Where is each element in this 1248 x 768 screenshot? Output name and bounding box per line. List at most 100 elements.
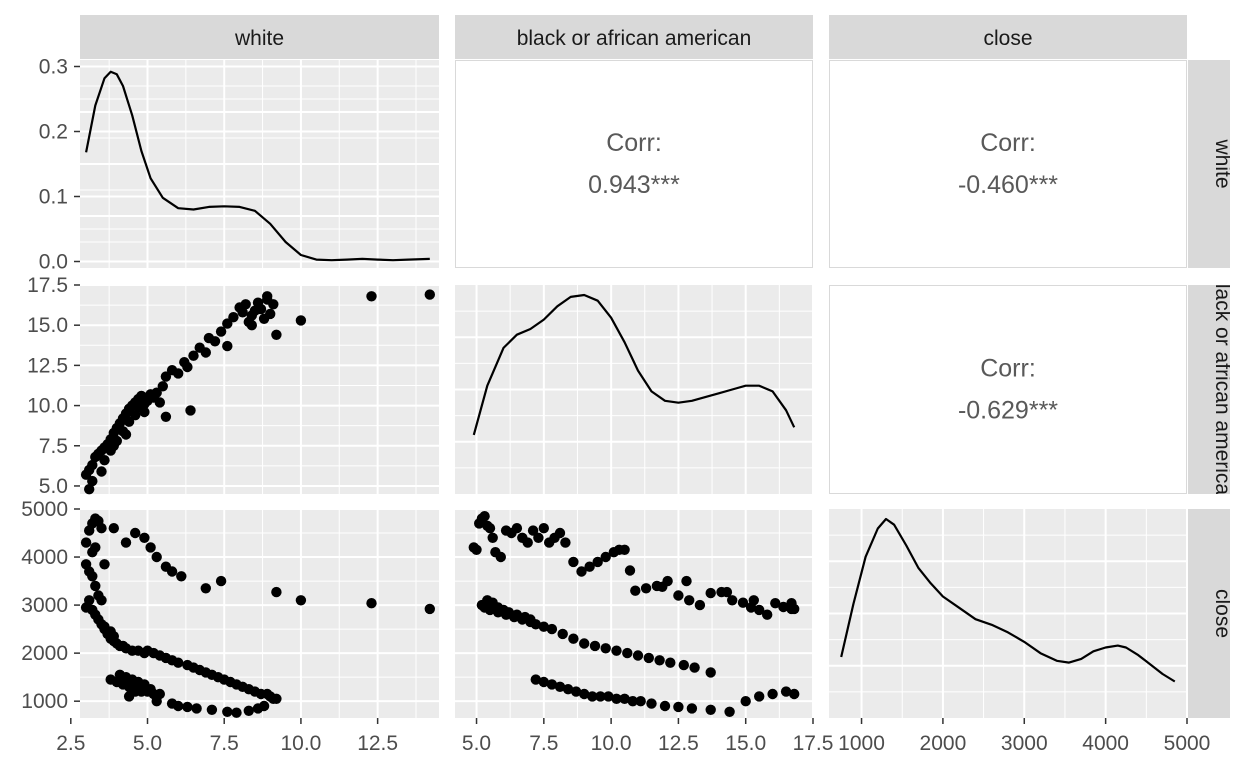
point [262, 291, 273, 302]
point [657, 581, 668, 592]
strip-top-label-0: white [234, 27, 284, 50]
point [243, 705, 254, 716]
point [240, 299, 251, 310]
corr-label: Corr: [606, 129, 662, 157]
panel-r2-c1 [455, 508, 814, 718]
strip-top-1: black or african american [455, 15, 813, 59]
point [778, 601, 789, 613]
point [246, 320, 257, 331]
x-tick-label: 17.5 [793, 732, 834, 755]
point [595, 691, 606, 702]
y-tick-label: 5.0 [39, 475, 68, 498]
point [130, 527, 141, 539]
point [228, 312, 239, 323]
y-tick-label: 10.0 [27, 395, 68, 418]
point [495, 551, 506, 563]
point [789, 688, 800, 700]
scatter-black_vs_white [80, 289, 435, 495]
point [592, 556, 603, 568]
point [737, 597, 749, 608]
y-tick-label: 0.3 [39, 56, 68, 79]
point [484, 604, 496, 616]
point [160, 411, 172, 422]
panel-r2-c2 [829, 509, 1188, 718]
y-axis-1: 5.0 7.5 10.0 12.5 15.0 17.5 [27, 274, 80, 498]
point [200, 583, 211, 594]
point [600, 551, 611, 563]
point [479, 511, 490, 522]
point [96, 595, 107, 606]
point [554, 681, 566, 692]
point [789, 603, 800, 615]
scatter-close_vs_black [468, 511, 800, 717]
point [673, 590, 684, 601]
point [533, 532, 544, 543]
point [740, 696, 751, 707]
density-line-white_density [85, 70, 430, 262]
x-axis-2: 1000 2000 3000 4000 5000 [838, 718, 1210, 755]
point [568, 633, 579, 644]
point [84, 595, 95, 606]
point [530, 619, 541, 630]
point [484, 523, 496, 534]
point [424, 289, 435, 300]
strip-right-label-0: white [1211, 138, 1234, 188]
point [182, 701, 193, 713]
point [640, 583, 652, 594]
corr-value-corr_black_close: -0.629*** [958, 397, 1058, 425]
density-line-black_density [472, 293, 796, 436]
point [643, 652, 654, 664]
point [87, 547, 98, 558]
point [185, 405, 196, 416]
point [589, 640, 601, 652]
panel-r1-c0 [80, 284, 439, 494]
point [754, 604, 765, 616]
point [678, 659, 689, 671]
point [176, 571, 187, 582]
point [90, 580, 101, 592]
density-line-close_density [840, 517, 1176, 683]
point [215, 575, 227, 587]
point [268, 299, 279, 310]
point [108, 440, 120, 451]
point [265, 308, 276, 320]
point [222, 340, 233, 352]
point [271, 693, 282, 704]
point [500, 609, 512, 620]
x-axis-1: 5.0 7.5 10.0 12.5 15.0 17.5 [462, 718, 834, 755]
point [689, 662, 700, 673]
point [84, 484, 95, 495]
corr-value-corr_white_close: -0.460*** [958, 171, 1058, 199]
corr-label: Corr: [980, 129, 1036, 157]
point [686, 703, 698, 714]
corr-label: Corr: [980, 355, 1036, 383]
point [587, 691, 598, 702]
strip-right-1: black or african american [1188, 285, 1230, 494]
point [157, 381, 168, 392]
point [632, 650, 644, 661]
panel-r0-c2 [829, 60, 1187, 268]
x-tick-label: 5.0 [462, 732, 491, 755]
y-tick-label: 4000 [21, 546, 68, 569]
point [517, 614, 528, 625]
point [654, 655, 665, 666]
point [630, 585, 641, 596]
panel-r1-c1 [455, 285, 814, 494]
point [538, 676, 549, 688]
strip-right-0: white [1188, 60, 1234, 268]
x-tick-label: 2000 [920, 732, 967, 755]
point [562, 684, 574, 695]
y-tick-label: 17.5 [27, 274, 68, 297]
point [87, 571, 98, 582]
point [366, 291, 377, 302]
x-tick-label: 10.0 [591, 732, 632, 755]
x-axis-0: 2.5 5.0 7.5 10.0 12.5 [56, 718, 398, 755]
point [492, 607, 504, 618]
x-tick-label: 10.0 [280, 732, 321, 755]
x-tick-label: 12.5 [357, 732, 398, 755]
strip-right-label-2: close [1211, 589, 1234, 638]
point [222, 706, 233, 717]
y-tick-label: 0.2 [39, 121, 68, 144]
point [576, 566, 587, 577]
